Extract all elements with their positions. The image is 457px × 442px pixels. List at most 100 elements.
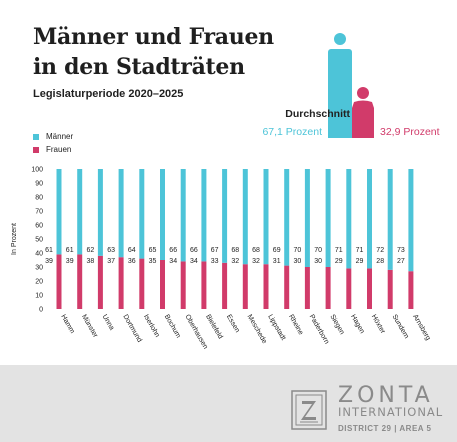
man-silhouette-icon	[328, 33, 352, 138]
data-label-men: 66	[190, 247, 198, 254]
bar-men	[222, 169, 228, 263]
data-label-women: 30	[314, 258, 322, 265]
data-label-women: 37	[107, 258, 115, 265]
bar-men	[77, 169, 83, 255]
data-label-women: 30	[294, 258, 302, 265]
bar-women	[139, 258, 145, 309]
bar-women	[263, 264, 269, 309]
y-tick-label: 40	[35, 251, 43, 258]
data-label-women: 34	[169, 258, 177, 265]
chart-legend: Männer Frauen	[33, 130, 73, 156]
y-axis-label: In Prozent	[11, 223, 18, 255]
bar-men	[284, 169, 290, 266]
data-label-women: 28	[376, 258, 384, 265]
bar-men	[387, 169, 393, 270]
bar-men	[263, 169, 269, 265]
woman-silhouette-icon	[352, 87, 374, 138]
bar-women	[408, 271, 414, 309]
bar-men	[325, 169, 331, 267]
x-tick-label: Arnsberg	[411, 314, 431, 342]
bar-women	[77, 254, 83, 309]
data-label-women: 38	[87, 258, 95, 265]
org-district: DISTRICT 29 | AREA 5	[338, 424, 432, 433]
y-tick-label: 70	[35, 209, 43, 216]
data-label-men: 68	[252, 247, 260, 254]
bar-women	[242, 264, 248, 309]
data-label-men: 67	[211, 247, 219, 254]
footer	[0, 365, 457, 442]
bar-women	[180, 261, 186, 309]
org-name: ZONTA	[338, 383, 434, 408]
title-line-1: Männer und Frauen	[33, 24, 274, 50]
x-tick-label: Siegen	[328, 314, 345, 336]
bar-men	[304, 169, 310, 267]
y-tick-label: 30	[35, 265, 43, 272]
x-tick-label: Hamm	[59, 314, 75, 335]
y-tick-label: 80	[35, 195, 43, 202]
data-label-women: 29	[356, 258, 364, 265]
data-label-men: 66	[169, 247, 177, 254]
data-label-women: 32	[231, 258, 239, 265]
x-tick-label: Essen	[225, 314, 241, 334]
bar-men	[242, 169, 248, 265]
page-title: Männer und Frauen in den Stadträten	[33, 22, 274, 82]
y-tick-label: 90	[35, 181, 43, 188]
data-label-men: 65	[149, 247, 157, 254]
x-tick-label: Iserlohn	[142, 314, 161, 339]
average-men-value: 67,1 Prozent	[262, 126, 322, 138]
bar-men	[201, 169, 207, 262]
y-tick-label: 60	[35, 223, 43, 230]
x-tick-label: Münster	[80, 314, 99, 340]
bar-women	[346, 268, 352, 309]
bar-women	[387, 269, 393, 309]
data-label-men: 64	[128, 247, 136, 254]
bar-women	[97, 255, 103, 309]
data-label-men: 68	[231, 247, 239, 254]
x-tick-label: Hagen	[349, 314, 365, 335]
bar-men	[56, 169, 62, 255]
data-label-men: 69	[273, 247, 281, 254]
x-tick-label: Unna	[101, 314, 115, 332]
data-label-men: 63	[107, 247, 115, 254]
x-tick-label: Bochum	[163, 314, 182, 340]
data-label-men: 72	[376, 247, 384, 254]
data-label-men: 71	[335, 247, 343, 254]
x-tick-label: Lippstadt	[266, 314, 286, 342]
zonta-logo-icon	[291, 390, 327, 430]
data-label-men: 70	[294, 247, 302, 254]
data-label-women: 39	[66, 258, 74, 265]
bar-men	[139, 169, 145, 259]
bar-men	[408, 169, 414, 272]
title-line-2: in den Stadträten	[33, 54, 245, 80]
data-label-women: 31	[273, 258, 281, 265]
x-tick-label: Höxter	[370, 314, 387, 336]
bar-women	[304, 267, 310, 309]
bar-men	[180, 169, 186, 262]
bar-women	[325, 267, 331, 309]
bar-men	[346, 169, 352, 269]
data-label-women: 32	[252, 258, 260, 265]
legend-swatch-men	[33, 133, 39, 140]
x-tick-label: Oberhausen	[183, 314, 208, 351]
data-label-men: 61	[45, 247, 53, 254]
data-label-women: 29	[335, 258, 343, 265]
legend-label-women: Frauen	[46, 145, 72, 154]
data-label-men: 71	[356, 247, 364, 254]
bar-men	[160, 169, 165, 260]
x-tick-label: Rheine	[287, 314, 304, 337]
bar-women	[222, 262, 228, 309]
bar-men	[118, 169, 124, 258]
legend-swatch-women	[33, 146, 39, 153]
x-tick-label: Bielefeld	[204, 314, 224, 341]
average-figures	[328, 33, 374, 138]
legend-item-men: Männer	[33, 130, 73, 143]
y-tick-label: 10	[35, 293, 43, 300]
bar-men	[97, 169, 103, 256]
x-tick-label: Meschede	[246, 314, 268, 346]
data-label-women: 36	[128, 258, 136, 265]
data-label-men: 62	[87, 247, 95, 254]
data-label-men: 70	[314, 247, 322, 254]
data-label-men: 61	[66, 247, 74, 254]
data-label-men: 73	[397, 247, 405, 254]
x-tick-label: Paderborn	[308, 314, 330, 346]
